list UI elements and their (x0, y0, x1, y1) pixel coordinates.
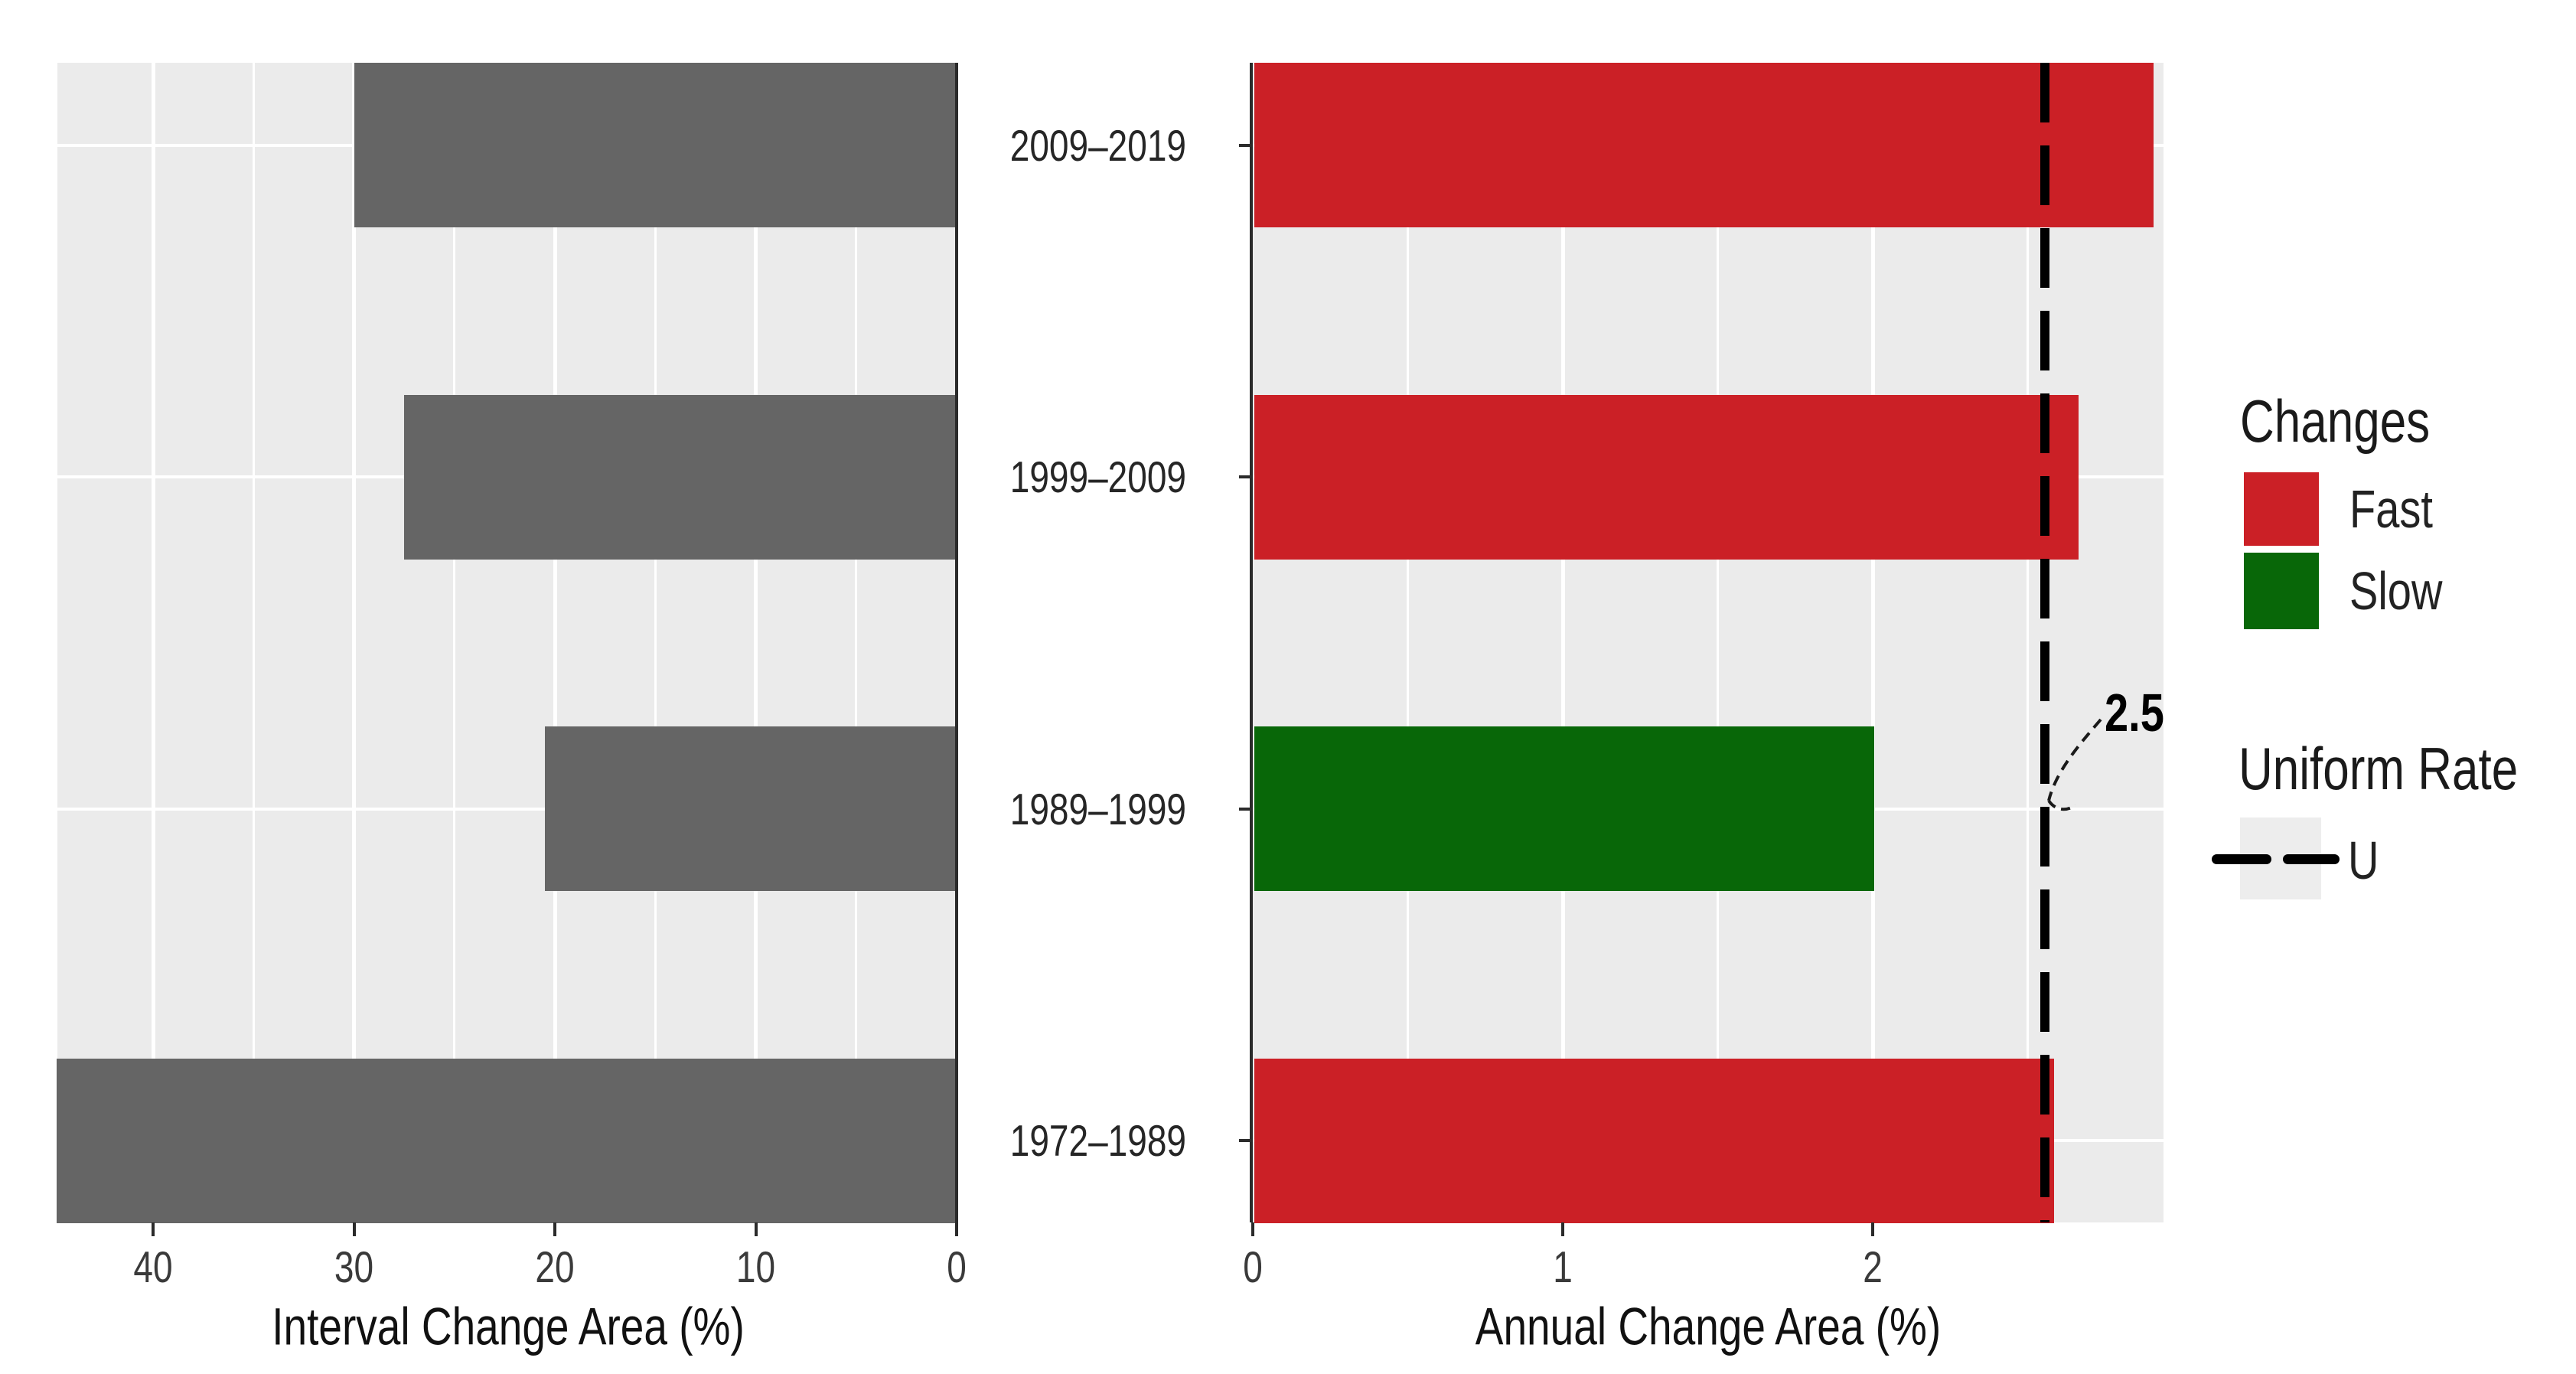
x-tick (1561, 1222, 1564, 1236)
legend-uniform-dash-icon (2212, 854, 2271, 864)
gridline-minor (855, 63, 858, 1222)
bar-interval-1972-1989 (57, 1058, 957, 1223)
annual-axis-title: Annual Change Area (%) (1475, 1297, 1942, 1356)
bar-interval-1989-1999 (544, 726, 957, 892)
x-tick-label: 20 (535, 1242, 575, 1292)
annual-panel (1253, 63, 2164, 1222)
gridline-minor (453, 63, 456, 1222)
legend-slow-swatch-icon (2244, 553, 2319, 629)
annual-y-axis-line (1250, 63, 1253, 1222)
legend-uniform-item-label: U (2348, 830, 2379, 890)
x-tick (352, 1222, 356, 1236)
gridline-minor (2027, 63, 2029, 1222)
category-label: 1972–1989 (1009, 1115, 1186, 1166)
x-tick (955, 1222, 958, 1236)
legend-slow-label: Slow (2349, 560, 2443, 621)
y-tick (1239, 475, 1253, 479)
x-tick-label: 30 (334, 1242, 374, 1292)
x-tick-label: 40 (133, 1242, 173, 1292)
gridline-minor (654, 63, 657, 1222)
x-tick-label: 0 (947, 1242, 967, 1292)
category-label: 1989–1999 (1009, 784, 1186, 834)
legend-changes-title: Changes (2240, 389, 2431, 455)
x-tick-label: 0 (1243, 1242, 1263, 1292)
bar-interval-1999-2009 (404, 394, 957, 560)
gridline-major (754, 63, 758, 1222)
x-tick (553, 1222, 556, 1236)
legend-uniform-dash-icon (2283, 854, 2340, 864)
y-tick (1239, 1139, 1253, 1143)
legend-fast-swatch-icon (2244, 472, 2319, 546)
gridline-major (553, 63, 557, 1222)
bar-annual-1972-1989 (1254, 1058, 2054, 1223)
bar-annual-2009-2019 (1254, 63, 2154, 227)
gridline-minor (1407, 63, 1409, 1222)
x-tick-label: 10 (735, 1242, 776, 1292)
interval-axis-title: Interval Change Area (%) (272, 1297, 745, 1356)
legend-fast-label: Fast (2349, 478, 2433, 539)
x-tick (1871, 1222, 1874, 1236)
x-tick-label: 2 (1863, 1242, 1883, 1292)
x-tick (1251, 1222, 1254, 1236)
gridline-major (352, 63, 356, 1222)
bar-annual-1989-1999 (1254, 726, 1874, 892)
category-label: 1999–2009 (1009, 452, 1186, 502)
bar-annual-1999-2009 (1254, 394, 2079, 560)
uniform-rate-line (2040, 63, 2049, 1222)
x-tick (754, 1222, 758, 1236)
gridline-row (57, 807, 959, 811)
gridline-minor (1717, 63, 1719, 1222)
x-tick (152, 1222, 155, 1236)
x-tick-label: 1 (1553, 1242, 1573, 1292)
gridline-minor (252, 63, 255, 1222)
gridline-major (151, 63, 155, 1222)
y-tick (1239, 143, 1253, 147)
legend-uniform-title: Uniform Rate (2239, 736, 2519, 803)
uniform-rate-annotation: 2.5 (2105, 682, 2164, 742)
interval-y-axis-line (955, 63, 958, 1222)
gridline-major (1870, 63, 1875, 1222)
gridline-major (1560, 63, 1565, 1222)
y-tick (1239, 807, 1253, 811)
bar-interval-2009-2019 (354, 63, 957, 227)
category-label: 2009–2019 (1009, 120, 1186, 170)
interval-panel (57, 63, 959, 1222)
